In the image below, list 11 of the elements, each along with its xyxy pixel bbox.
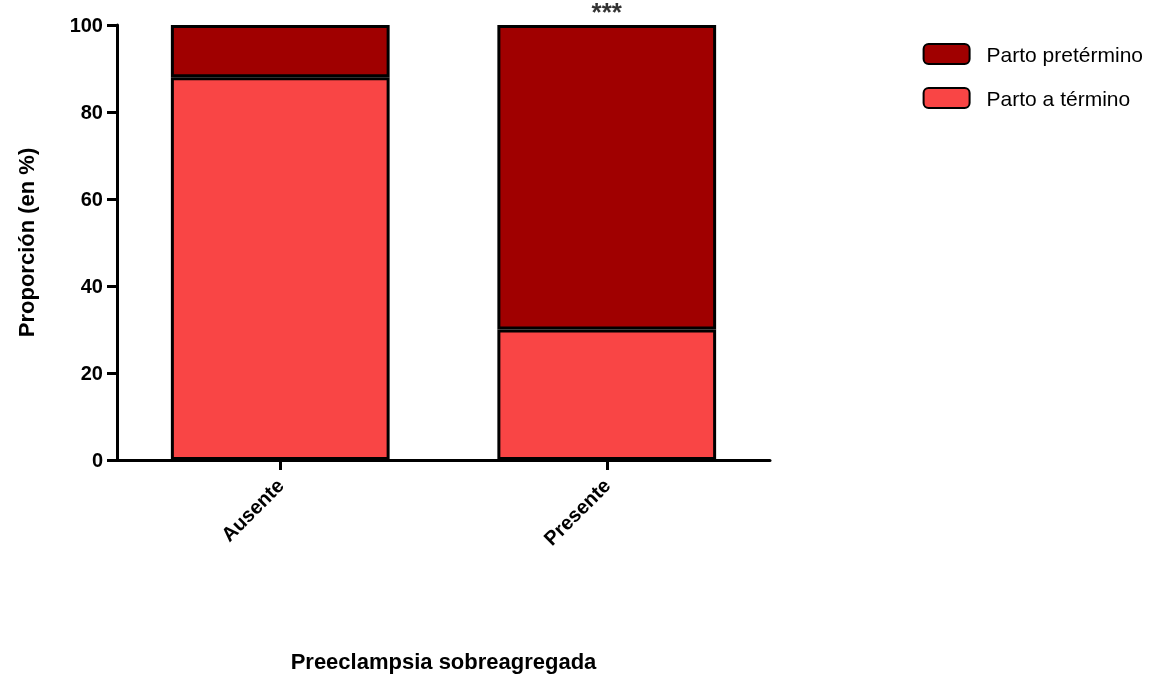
y-tick-label: 40 bbox=[80, 275, 103, 297]
y-tick-label: 20 bbox=[80, 362, 103, 384]
y-tick-label: 0 bbox=[91, 449, 103, 471]
y-axis-title: Proporción (en %) bbox=[13, 147, 39, 338]
x-axis-title: Preeclampsia sobreagregada bbox=[290, 648, 598, 674]
y-tick-label: 100 bbox=[69, 14, 103, 36]
annotation: *** bbox=[591, 0, 623, 27]
y-tick-label: 60 bbox=[80, 188, 103, 210]
legend-label: Parto a término bbox=[986, 86, 1131, 110]
y-tick-label: 80 bbox=[80, 101, 103, 123]
legend-label: Parto pretérmino bbox=[986, 42, 1143, 66]
